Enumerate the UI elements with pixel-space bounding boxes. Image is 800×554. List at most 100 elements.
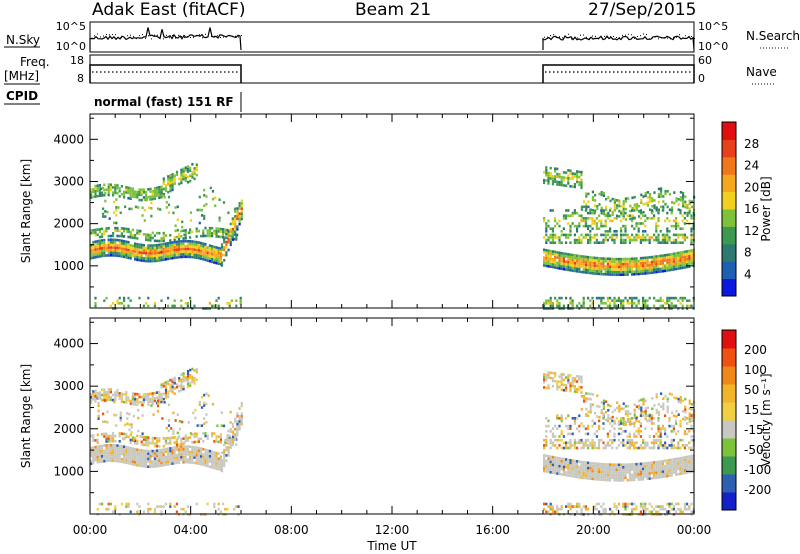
heatmap-cell [186, 460, 189, 464]
heatmap-cell [637, 236, 640, 239]
heatmap-cell [96, 184, 99, 187]
heatmap-cell [103, 230, 106, 233]
heatmap-cell [580, 208, 583, 211]
heatmap-cell [659, 304, 662, 308]
heatmap-cell [679, 227, 682, 230]
heatmap-cell [92, 231, 95, 235]
heatmap-cell [686, 460, 689, 464]
heatmap-cell [580, 270, 583, 274]
heatmap-cell [677, 462, 680, 466]
heatmap-cell [690, 435, 693, 438]
heatmap-cell [160, 396, 163, 399]
heatmap-cell [584, 260, 587, 264]
heatmap-cell [219, 235, 222, 239]
heatmap-cell [573, 261, 576, 265]
heatmap-cell [567, 461, 570, 464]
heatmap-cell [197, 462, 200, 465]
heatmap-cell [189, 436, 192, 439]
heatmap-cell [576, 224, 579, 228]
heatmap-cell [127, 304, 130, 308]
heatmap-cell [92, 461, 95, 465]
heatmap-cell [120, 302, 123, 305]
heatmap-cell [558, 424, 561, 428]
heatmap-cell [558, 385, 561, 389]
heatmap-cell [202, 453, 205, 456]
heatmap-cell [167, 455, 170, 458]
heatmap-cell [547, 424, 550, 428]
heatmap-cell [128, 423, 131, 426]
heatmap-cell [120, 234, 123, 238]
heatmap-cell [125, 456, 128, 459]
heatmap-cell [627, 197, 630, 200]
heatmap-cell [602, 502, 605, 506]
heatmap-cell [112, 193, 115, 197]
heatmap-cell [173, 505, 176, 508]
heatmap-cell [162, 397, 165, 401]
heatmap-cell [622, 438, 625, 442]
heatmap-cell [545, 376, 548, 379]
heatmap-cell [639, 222, 642, 225]
heatmap-cell [642, 507, 645, 511]
heatmap-cell [615, 507, 618, 511]
heatmap-cell [560, 257, 563, 260]
heatmap-cell [639, 435, 642, 438]
heatmap-cell [598, 214, 601, 217]
heatmap-cell [664, 238, 667, 242]
heatmap-cell [130, 423, 133, 426]
heatmap-cell [642, 238, 645, 242]
heatmap-cell [131, 447, 134, 450]
heatmap-cell [655, 438, 658, 442]
heatmap-cell [633, 203, 636, 207]
heatmap-cell [549, 458, 552, 461]
heatmap-cell [569, 258, 572, 262]
heatmap-cell [686, 299, 689, 302]
heatmap-cell [156, 391, 159, 394]
heatmap-cell [661, 254, 664, 257]
heatmap-cell [127, 240, 130, 244]
heatmap-cell [657, 444, 660, 447]
heatmap-cell [128, 428, 131, 432]
heatmap-cell [189, 374, 192, 377]
heatmap-cell [679, 398, 682, 402]
heatmap-cell [558, 219, 561, 223]
heatmap-cell [149, 239, 152, 242]
heatmap-cell [620, 219, 623, 223]
heatmap-cell [587, 427, 590, 430]
heatmap-cell [642, 441, 645, 445]
heatmap-cell [582, 505, 585, 508]
heatmap-cell [92, 434, 95, 437]
heatmap-cell [558, 251, 561, 255]
heatmap-cell [578, 265, 581, 268]
heatmap-cell [191, 245, 194, 248]
heatmap-cell [571, 264, 574, 267]
heatmap-cell [567, 169, 570, 172]
heatmap-cell [213, 232, 216, 235]
heatmap-cell [238, 207, 241, 210]
heatmap-cell [223, 464, 226, 468]
heatmap-cell [591, 208, 594, 212]
heatmap-cell [595, 475, 598, 478]
heatmap-cell [120, 444, 123, 448]
heatmap-cell [112, 186, 115, 189]
heatmap-cell [236, 430, 239, 434]
heatmap-cell [118, 189, 121, 193]
heatmap-cell [595, 222, 598, 225]
heatmap-cell [659, 270, 662, 273]
heatmap-cell [545, 238, 548, 242]
heatmap-cell [194, 416, 197, 420]
heatmap-cell [584, 258, 587, 261]
heatmap-cell [143, 219, 146, 222]
heatmap-cell [107, 446, 110, 450]
heatmap-cell [627, 404, 630, 408]
heatmap-cell [127, 251, 130, 254]
heatmap-cell [233, 237, 236, 241]
heatmap-cell [153, 444, 156, 448]
heatmap-cell [92, 256, 95, 260]
heatmap-cell [225, 446, 228, 449]
heatmap-cell [681, 227, 684, 230]
heatmap-cell [205, 203, 208, 206]
heatmap-cell [631, 265, 634, 268]
heatmap-cell [589, 461, 592, 465]
heatmap-cell [109, 251, 112, 254]
heatmap-cell [684, 410, 687, 414]
